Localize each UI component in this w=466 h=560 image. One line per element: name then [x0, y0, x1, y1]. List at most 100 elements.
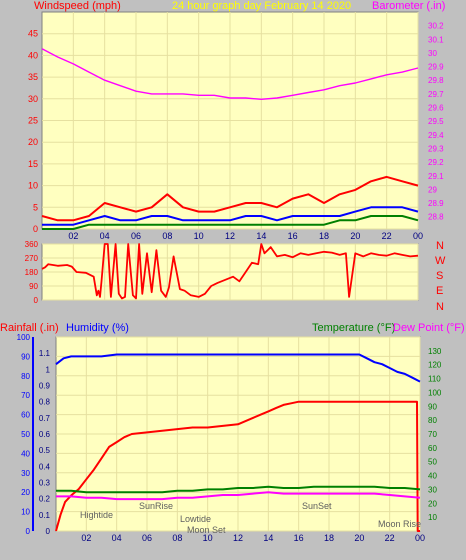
temperature-y-tick-label: 60	[428, 444, 437, 453]
bottom-x-tick-label: 20	[354, 533, 364, 543]
series-temperature	[56, 485, 421, 494]
barometer-label: Barometer (.in)	[372, 0, 445, 12]
wind-y-tick-label: 20	[28, 137, 38, 147]
barometer-y-tick-label: 29.8	[428, 76, 444, 85]
direction-letters: N W S E N	[435, 240, 446, 313]
temperature-y-tick-label: 50	[428, 458, 437, 467]
barometer-y-tick-label: 28.8	[428, 213, 444, 222]
wind-x-tick-label: 06	[131, 231, 141, 241]
direction-letter-e: E	[436, 285, 443, 297]
humidity-y-tick-label: 70	[21, 391, 30, 400]
wind-x-tick-label: 20	[350, 231, 360, 241]
rainfall-y-tick-label: 0.5	[39, 446, 51, 455]
rainfall-y-tick-label: 0.4	[39, 462, 51, 471]
bottom-x-tick-label: 14	[263, 533, 273, 543]
bottom-x-tick-label: 08	[172, 533, 182, 543]
rainfall-y-tick-label: 1.1	[39, 349, 51, 358]
bottom-x-tick-label: 12	[233, 533, 243, 543]
humidity-y-tick-label: 60	[21, 411, 30, 420]
bottom-x-tick-label: 06	[142, 533, 152, 543]
rainfall-y-tick-label: 0.6	[39, 430, 51, 439]
series-rainfall	[55, 400, 420, 532]
annotation-moonrise: Moon Rise	[378, 519, 421, 529]
rainfall-y-tick-label: 0	[46, 527, 51, 536]
annotation-hightide: Hightide	[80, 510, 113, 520]
humidity-y-tick-label: 20	[21, 488, 30, 497]
wind-x-tick-label: 18	[319, 231, 329, 241]
direction-y-tick-label: 90	[29, 282, 38, 291]
wind-y-tick-label: 5	[33, 202, 38, 212]
direction-y-tick-label: 270	[25, 254, 39, 263]
tick-labels: 05101520253035404528.828.92929.129.229.3…	[17, 22, 444, 543]
barometer-y-tick-label: 30.2	[428, 22, 444, 31]
windspeed-label: Windspeed (mph)	[34, 0, 121, 12]
barometer-y-tick-label: 29.3	[428, 144, 444, 153]
series-wind-gust	[41, 175, 419, 222]
rainfall-y-tick-label: 0.7	[39, 414, 51, 423]
temperature-y-tick-label: 100	[428, 388, 442, 397]
temperature-y-tick-label: 20	[428, 499, 437, 508]
humidity-y-tick-label: 50	[21, 430, 30, 439]
series-dew-point	[56, 491, 421, 501]
barometer-y-tick-label: 29.4	[428, 131, 444, 140]
barometer-y-tick-label: 29.6	[428, 104, 444, 113]
rainfall-y-tick-label: 0.8	[39, 398, 51, 407]
rainfall-y-tick-label: 0.1	[39, 511, 51, 520]
rainfall-label: Rainfall (.in)	[0, 322, 59, 334]
direction-y-tick-label: 180	[25, 268, 39, 277]
temperature-y-tick-label: 80	[428, 416, 437, 425]
humidity-label: Humidity (%)	[66, 322, 129, 334]
wind-y-tick-label: 30	[28, 94, 38, 104]
wind-x-tick-label: 04	[100, 231, 110, 241]
wind-x-tick-label: 22	[382, 231, 392, 241]
bottom-x-tick-label: 00	[415, 533, 425, 543]
direction-letter-n-bottom: N	[436, 301, 444, 313]
graph-title: 24 hour graph day February 14 2020	[172, 0, 351, 12]
temperature-y-tick-label: 40	[428, 472, 437, 481]
bottom-x-tick-label: 16	[294, 533, 304, 543]
annotation-lowtide: Lowtide	[180, 514, 211, 524]
wind-y-tick-label: 10	[28, 181, 38, 191]
direction-letter-w: W	[435, 255, 446, 267]
rainfall-y-tick-label: 0.2	[39, 495, 51, 504]
temperature-y-tick-label: 110	[428, 375, 441, 384]
wind-y-tick-label: 25	[28, 116, 38, 126]
dewpoint-label: Dew Point (°F)	[393, 322, 465, 334]
wind-x-tick-label: 12	[225, 231, 235, 241]
direction-letter-s: S	[436, 270, 443, 282]
barometer-y-tick-label: 29.2	[428, 158, 444, 167]
series-wind-low	[42, 215, 419, 230]
wind-y-tick-label: 15	[28, 159, 38, 169]
wind-y-tick-label: 35	[28, 72, 38, 82]
annotation-sunrise: SunRise	[139, 501, 173, 511]
wind-x-tick-label: 10	[194, 231, 204, 241]
temperature-y-tick-label: 10	[428, 513, 437, 522]
humidity-y-tick-label: 30	[21, 469, 30, 478]
barometer-y-tick-label: 29	[428, 185, 437, 194]
temperature-y-tick-label: 70	[428, 430, 437, 439]
bottom-x-tick-label: 10	[203, 533, 213, 543]
humidity-y-tick-label: 40	[21, 449, 30, 458]
series-barometer	[41, 48, 419, 101]
wind-x-tick-label: 02	[68, 231, 78, 241]
temperature-y-tick-label: 30	[428, 485, 437, 494]
direction-y-tick-label: 0	[34, 296, 39, 305]
data-series	[41, 48, 421, 532]
humidity-y-tick-label: 100	[17, 333, 31, 342]
wind-x-tick-label: 14	[256, 231, 266, 241]
rainfall-y-tick-label: 0.9	[39, 382, 51, 391]
humidity-y-tick-label: 0	[26, 527, 31, 536]
barometer-y-tick-label: 29.1	[428, 172, 444, 181]
barometer-y-tick-label: 30.1	[428, 35, 444, 44]
barometer-y-tick-label: 29.9	[428, 63, 444, 72]
wind-x-tick-label: 08	[162, 231, 172, 241]
rainfall-y-tick-label: 1	[46, 365, 51, 374]
event-annotations: Hightide SunRise Lowtide Moon Set SunSet…	[80, 501, 421, 535]
wind-x-tick-label: 16	[288, 231, 298, 241]
series-wind-direction	[41, 243, 419, 300]
temperature-y-tick-label: 120	[428, 361, 442, 370]
wind-y-tick-label: 40	[28, 50, 38, 60]
bottom-x-tick-label: 04	[112, 533, 122, 543]
barometer-y-tick-label: 28.9	[428, 199, 444, 208]
